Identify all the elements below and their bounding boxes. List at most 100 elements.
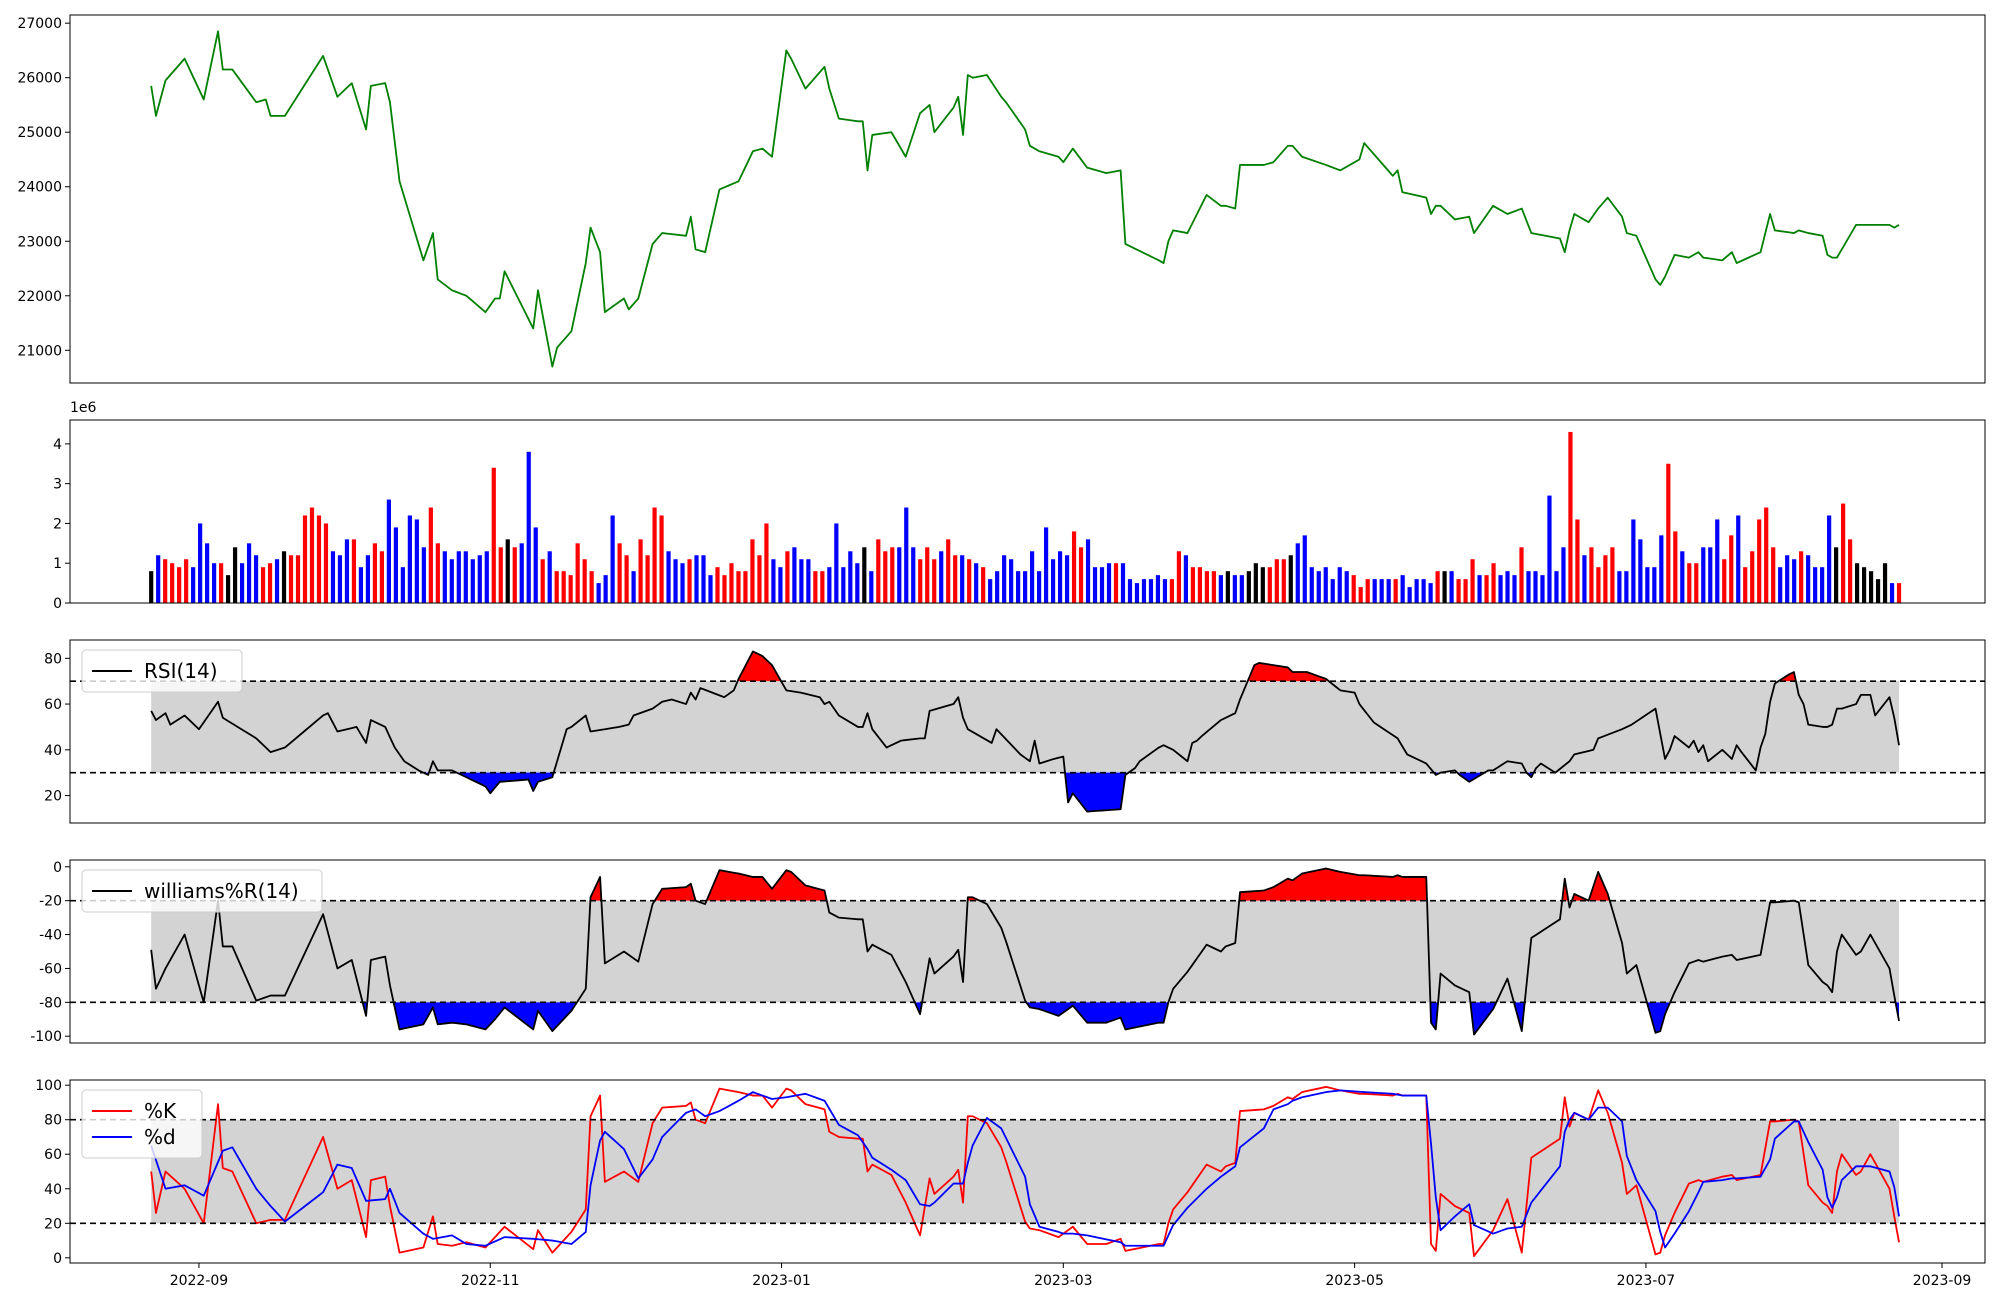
williams-oversold-fill: [1470, 1002, 1497, 1035]
volume-bar: [743, 571, 748, 603]
stochastic-legend-label: %K: [144, 1099, 177, 1123]
volume-bar: [1526, 571, 1531, 603]
volume-bar: [1806, 555, 1811, 603]
x-tick-label: 2023-03: [1034, 1273, 1093, 1289]
volume-bar: [813, 571, 818, 603]
volume-bar: [1057, 551, 1063, 603]
volume-bar: [1176, 551, 1182, 603]
volume-bar: [1652, 567, 1657, 603]
volume-bar: [1771, 547, 1776, 603]
rsi-ytick-label: 80: [44, 651, 62, 667]
volume-bar: [897, 547, 902, 603]
volume-bar: [687, 559, 692, 603]
volume-bar: [1603, 555, 1608, 603]
volume-bar: [974, 563, 979, 603]
x-tick-label: 2023-09: [1913, 1273, 1972, 1289]
volume-bar: [232, 547, 238, 603]
williams-frame: [69, 859, 1986, 1044]
volume-bar: [358, 567, 364, 603]
volume-bar: [1330, 579, 1335, 603]
volume-ytick-label: 3: [53, 477, 62, 493]
volume-bar: [862, 547, 867, 603]
stochastic-ytick-label: 40: [44, 1182, 62, 1198]
price-frame: [69, 14, 1986, 384]
volume-panel: 0 1 2 3 4 1e6: [53, 400, 1986, 612]
volume-bar: [1666, 463, 1671, 603]
volume-bar: [1232, 575, 1237, 603]
volume-bar: [939, 551, 944, 603]
volume-bar: [736, 571, 741, 603]
volume-bar: [1554, 571, 1559, 603]
volume-bar: [1505, 571, 1510, 603]
chart-panels: 21000 22000 23000 24000 25000 26000 27000 0 1 2 3 4…: [17, 14, 1986, 1289]
price-ytick-label: 26000: [17, 71, 62, 87]
volume-ytick-label: 4: [53, 437, 62, 453]
volume-bar: [848, 551, 853, 603]
volume-bar: [400, 567, 405, 603]
volume-bar: [421, 547, 426, 603]
volume-bar: [1071, 531, 1077, 603]
volume-bar: [1421, 579, 1426, 603]
volume-bar: [596, 583, 601, 603]
stochastic-k-line: [150, 1086, 1900, 1257]
volume-bar: [470, 559, 475, 603]
volume-bar: [988, 579, 993, 603]
volume-bar: [624, 555, 629, 603]
volume-bar: [701, 555, 706, 603]
volume-bar: [533, 527, 538, 603]
volume-bar: [1694, 563, 1699, 603]
price-line: [150, 30, 1900, 368]
volume-bar: [1386, 579, 1391, 603]
volume-bar: [1106, 563, 1112, 603]
volume-bar: [1260, 567, 1265, 603]
x-tick-label: 2023-07: [1617, 1273, 1676, 1289]
volume-bar: [666, 551, 671, 603]
volume-bar: [645, 555, 650, 603]
williams-ytick-label: 0: [53, 860, 62, 876]
volume-bar: [911, 547, 916, 603]
volume-bar: [505, 539, 510, 603]
price-ytick-label: 25000: [17, 125, 62, 141]
volume-bar: [1120, 563, 1126, 603]
volume-bar: [1183, 555, 1189, 603]
williams-ytick-label: -20: [39, 894, 62, 910]
stochastic-frame: [69, 1079, 1986, 1264]
volume-bar: [820, 571, 825, 603]
rsi-overbought-fill: [1247, 662, 1329, 682]
volume-bar: [1519, 547, 1524, 603]
volume-bar: [540, 559, 545, 603]
williams-ytick-label: -100: [30, 1029, 62, 1045]
volume-bar: [163, 559, 168, 603]
volume-bar: [198, 523, 203, 603]
price-ytick-label: 21000: [17, 343, 62, 359]
williams-band: [151, 900, 1900, 1003]
volume-bar: [526, 451, 531, 603]
volume-bar: [191, 567, 196, 603]
volume-bar: [638, 539, 643, 603]
volume-bar: [442, 551, 447, 603]
volume-bar: [1715, 519, 1720, 603]
volume-bar: [463, 551, 468, 603]
price-ytick-label: 24000: [17, 180, 62, 196]
volume-ytick-label: 1: [53, 556, 62, 572]
volume-bar: [960, 555, 965, 603]
volume-bar: [1295, 543, 1300, 603]
volume-bar: [1750, 551, 1755, 603]
volume-bar: [904, 507, 909, 603]
volume-bar: [1729, 535, 1734, 603]
price-ytick-label: 23000: [17, 234, 62, 250]
volume-bar: [1449, 571, 1454, 603]
volume-bar: [1064, 555, 1070, 603]
volume-bar: [1456, 579, 1461, 603]
volume-bar: [1659, 535, 1664, 603]
volume-bar: [267, 563, 273, 603]
x-tick-label: 2023-01: [752, 1273, 811, 1289]
williams-overbought-fill: [590, 876, 602, 901]
volume-bar: [876, 539, 881, 603]
volume-bar: [1736, 515, 1741, 603]
volume-bar: [589, 571, 594, 603]
volume-bar: [156, 555, 161, 603]
volume-bar: [1498, 575, 1503, 603]
volume-bar: [561, 571, 566, 603]
